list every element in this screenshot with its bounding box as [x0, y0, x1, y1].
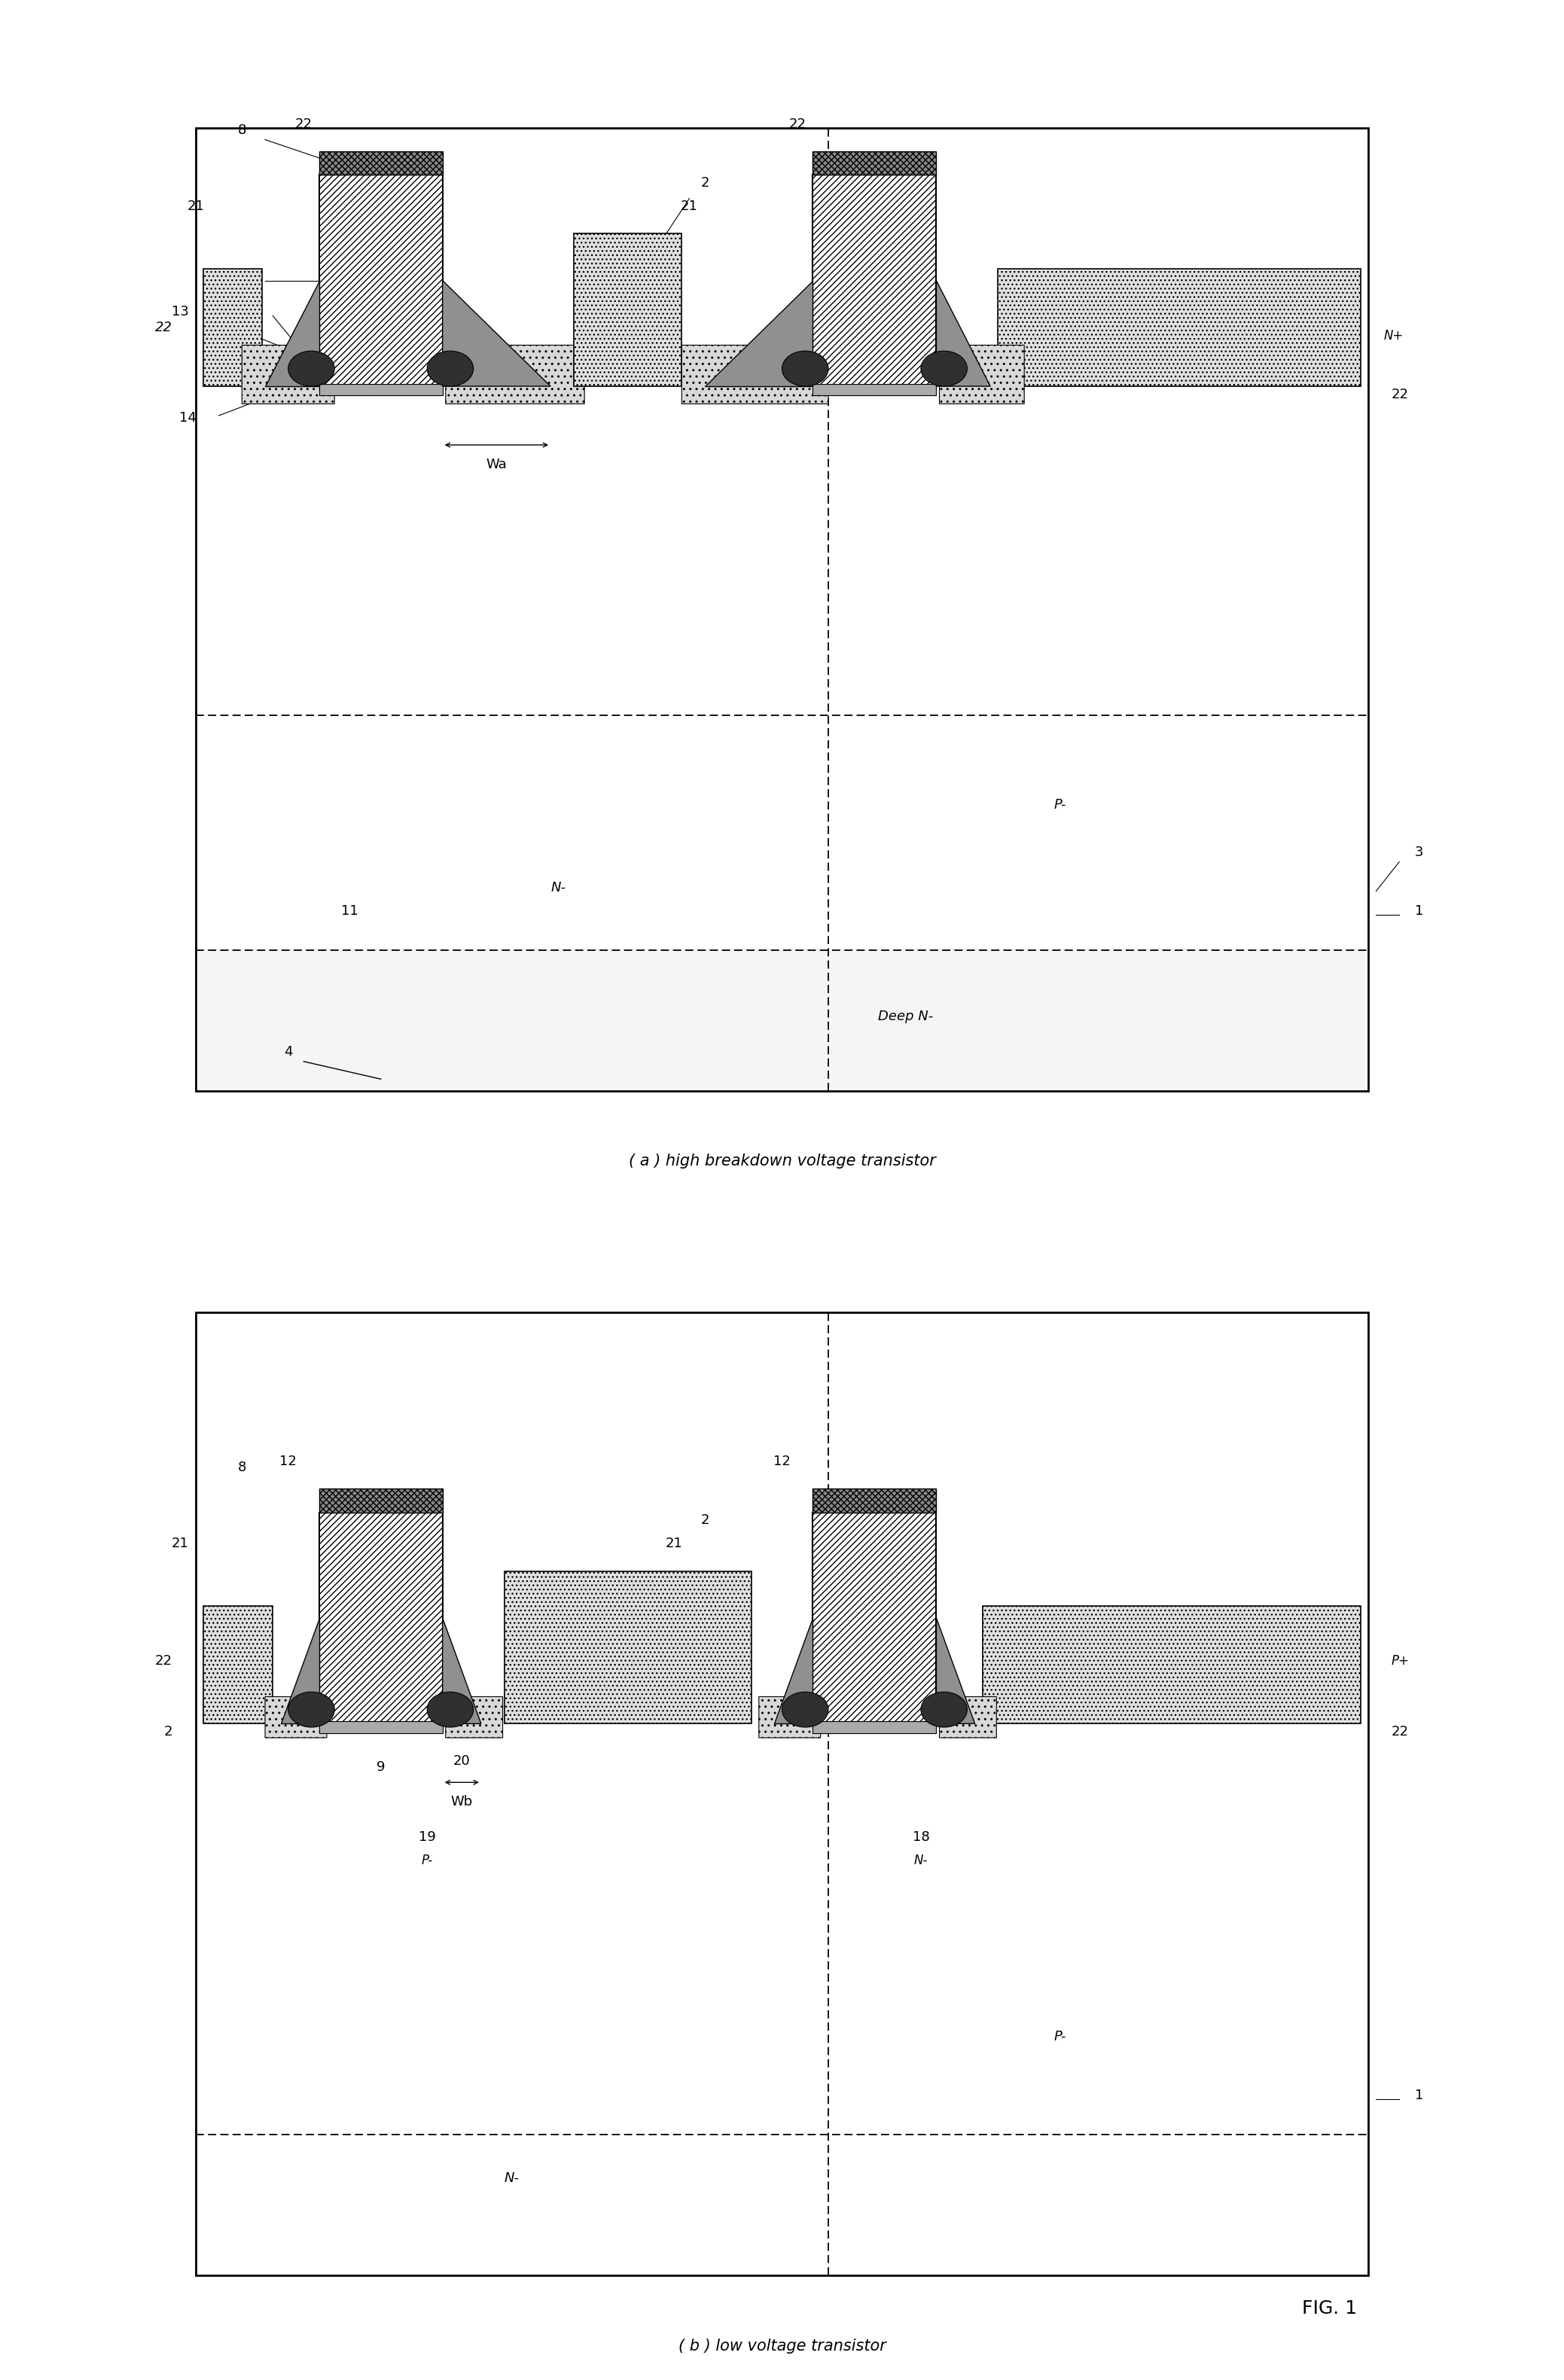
Text: Deep N-: Deep N- [877, 1009, 934, 1023]
FancyBboxPatch shape [264, 1697, 327, 1737]
Text: 22: 22 [1392, 388, 1409, 400]
Text: ( a ) high breakdown voltage transistor: ( a ) high breakdown voltage transistor [629, 1154, 935, 1169]
Text: P-: P- [1054, 797, 1067, 812]
Bar [813, 1490, 937, 1511]
Text: 12: 12 [249, 1690, 266, 1704]
Bar [319, 383, 443, 395]
FancyBboxPatch shape [242, 345, 335, 405]
Text: 2: 2 [164, 1726, 172, 1737]
Bar [196, 129, 1368, 1090]
FancyBboxPatch shape [446, 1697, 502, 1737]
Text: 8: 8 [238, 124, 246, 136]
Text: P-: P- [421, 1854, 433, 1868]
Circle shape [782, 350, 829, 386]
Polygon shape [280, 1618, 319, 1723]
Circle shape [288, 350, 335, 386]
FancyBboxPatch shape [682, 345, 829, 405]
Text: 3: 3 [1415, 845, 1423, 859]
Text: 20: 20 [454, 1754, 471, 1768]
Bar [319, 1721, 443, 1733]
Polygon shape [937, 281, 990, 386]
Text: N+: N+ [231, 309, 252, 324]
Text: 21: 21 [188, 200, 205, 214]
FancyBboxPatch shape [759, 1697, 821, 1737]
Text: 10b: 10b [200, 1611, 227, 1626]
Text: 14: 14 [180, 412, 197, 424]
Text: 22: 22 [1392, 1726, 1409, 1737]
Text: FIG. 1: FIG. 1 [1301, 2299, 1358, 2318]
Text: 8: 8 [238, 1461, 246, 1473]
Text: 10b: 10b [694, 1611, 721, 1626]
Bar [813, 152, 937, 174]
Text: Wa: Wa [486, 457, 507, 471]
Text: N-: N- [913, 1854, 927, 1868]
Text: 4: 4 [285, 1045, 292, 1059]
Text: N+: N+ [231, 1654, 252, 1668]
Text: P+: P+ [1392, 1654, 1409, 1668]
Polygon shape [443, 1618, 482, 1723]
Text: 12: 12 [280, 1454, 297, 1468]
Text: P+: P+ [619, 300, 637, 312]
Text: 2: 2 [701, 176, 708, 190]
Text: 21: 21 [665, 1537, 682, 1549]
Text: 22: 22 [788, 117, 805, 131]
Text: 1: 1 [1415, 904, 1423, 919]
Bar [319, 1490, 443, 1511]
Text: 12: 12 [233, 300, 250, 312]
Text: 1: 1 [1415, 2090, 1423, 2102]
Polygon shape [937, 1618, 974, 1723]
Text: 22: 22 [155, 321, 172, 333]
Bar [813, 174, 937, 386]
Text: 21: 21 [172, 1537, 189, 1549]
Text: 18: 18 [912, 1830, 929, 1845]
Text: 2: 2 [701, 1514, 708, 1528]
Bar [504, 1571, 751, 1723]
Text: N-: N- [551, 881, 566, 895]
Bar [813, 1721, 937, 1733]
Text: 11: 11 [341, 904, 358, 919]
FancyBboxPatch shape [940, 345, 1024, 405]
Text: 10a: 10a [202, 274, 227, 288]
FancyBboxPatch shape [446, 345, 585, 405]
Bar [319, 152, 443, 174]
Bar [319, 174, 443, 386]
Text: 13: 13 [727, 1642, 744, 1656]
Text: N+: N+ [1384, 328, 1403, 343]
Circle shape [288, 1692, 335, 1728]
Bar [574, 233, 682, 386]
Text: 13: 13 [233, 1642, 250, 1656]
Bar [998, 269, 1361, 386]
Circle shape [921, 1692, 967, 1728]
Bar [982, 1607, 1361, 1723]
Circle shape [427, 1692, 474, 1728]
Text: ( b ) low voltage transistor: ( b ) low voltage transistor [679, 2340, 885, 2354]
Text: 22: 22 [296, 117, 313, 131]
Text: Wb: Wb [450, 1795, 472, 1809]
Polygon shape [264, 281, 319, 386]
Text: N-: N- [505, 2171, 519, 2185]
Bar [203, 269, 263, 386]
Bar [319, 1511, 443, 1723]
Bar [196, 1314, 1368, 2275]
Text: P-: P- [1054, 2030, 1067, 2044]
Bar [199, 947, 1365, 1088]
Circle shape [921, 350, 967, 386]
Text: 22: 22 [155, 1654, 172, 1668]
Circle shape [782, 1692, 829, 1728]
Polygon shape [774, 1618, 813, 1723]
Polygon shape [705, 281, 813, 386]
Text: 13: 13 [172, 305, 189, 319]
Polygon shape [443, 281, 551, 386]
Circle shape [427, 350, 474, 386]
Bar [203, 1607, 272, 1723]
Text: 19: 19 [419, 1830, 436, 1845]
Bar [813, 383, 937, 395]
Text: 21: 21 [680, 200, 698, 214]
FancyBboxPatch shape [940, 1697, 996, 1737]
Text: 12: 12 [773, 1454, 791, 1468]
Text: N-: N- [621, 1637, 635, 1649]
Bar [813, 1511, 937, 1723]
Text: 9: 9 [377, 1761, 385, 1773]
